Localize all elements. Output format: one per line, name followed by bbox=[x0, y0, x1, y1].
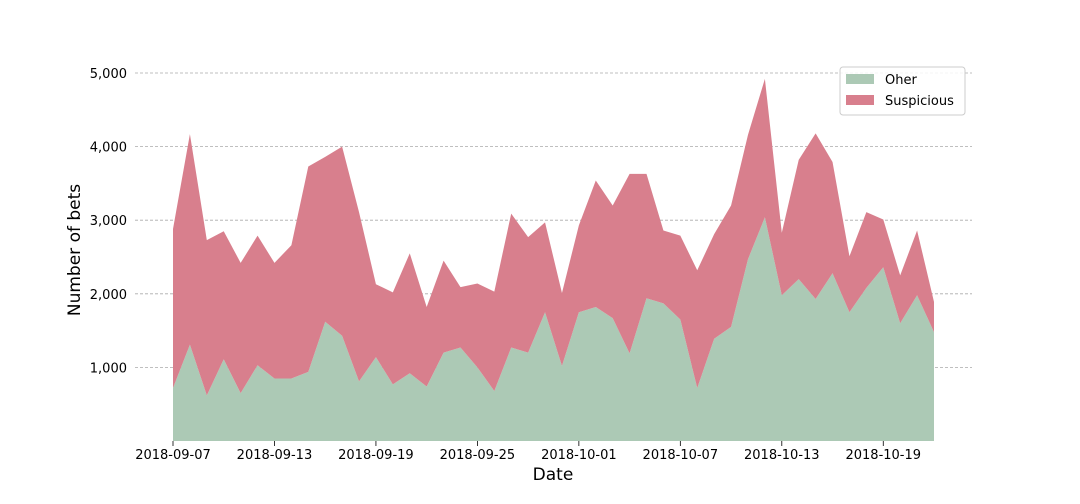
x-tick-label: 2018-09-13 bbox=[237, 448, 313, 463]
y-tick-label: 5,000 bbox=[90, 67, 127, 82]
area-suspicious bbox=[173, 78, 934, 396]
x-tick-label: 2018-10-07 bbox=[643, 448, 719, 463]
x-tick-label: 2018-09-07 bbox=[135, 448, 211, 463]
y-tick-label: 3,000 bbox=[90, 214, 127, 229]
x-axis: 2018-09-07 2018-09-13 2018-09-19 2018-09-25… bbox=[135, 441, 921, 463]
legend-swatch-oher bbox=[846, 74, 874, 84]
x-tick-label: 2018-09-25 bbox=[440, 448, 516, 463]
y-tick-label: 4,000 bbox=[90, 141, 127, 156]
x-tick-label: 2018-10-13 bbox=[744, 448, 820, 463]
y-tick-label: 1,000 bbox=[90, 361, 127, 376]
x-axis-title: Date bbox=[533, 465, 574, 485]
area-oher bbox=[173, 217, 934, 441]
legend: Oher Suspicious bbox=[839, 66, 966, 116]
x-tick-label: 2018-09-19 bbox=[338, 448, 414, 463]
y-axis-title: Number of bets bbox=[65, 184, 85, 316]
legend-label: Oher bbox=[885, 73, 917, 88]
x-tick-label: 2018-10-19 bbox=[845, 448, 921, 463]
area-series bbox=[173, 78, 934, 441]
y-tick-label: 2,000 bbox=[90, 288, 127, 303]
legend-label: Suspicious bbox=[885, 94, 954, 109]
y-axis: 1,000 2,000 3,000 4,000 5,000 bbox=[90, 67, 127, 376]
x-tick-label: 2018-10-01 bbox=[541, 448, 617, 463]
legend-swatch-suspicious bbox=[846, 95, 874, 105]
